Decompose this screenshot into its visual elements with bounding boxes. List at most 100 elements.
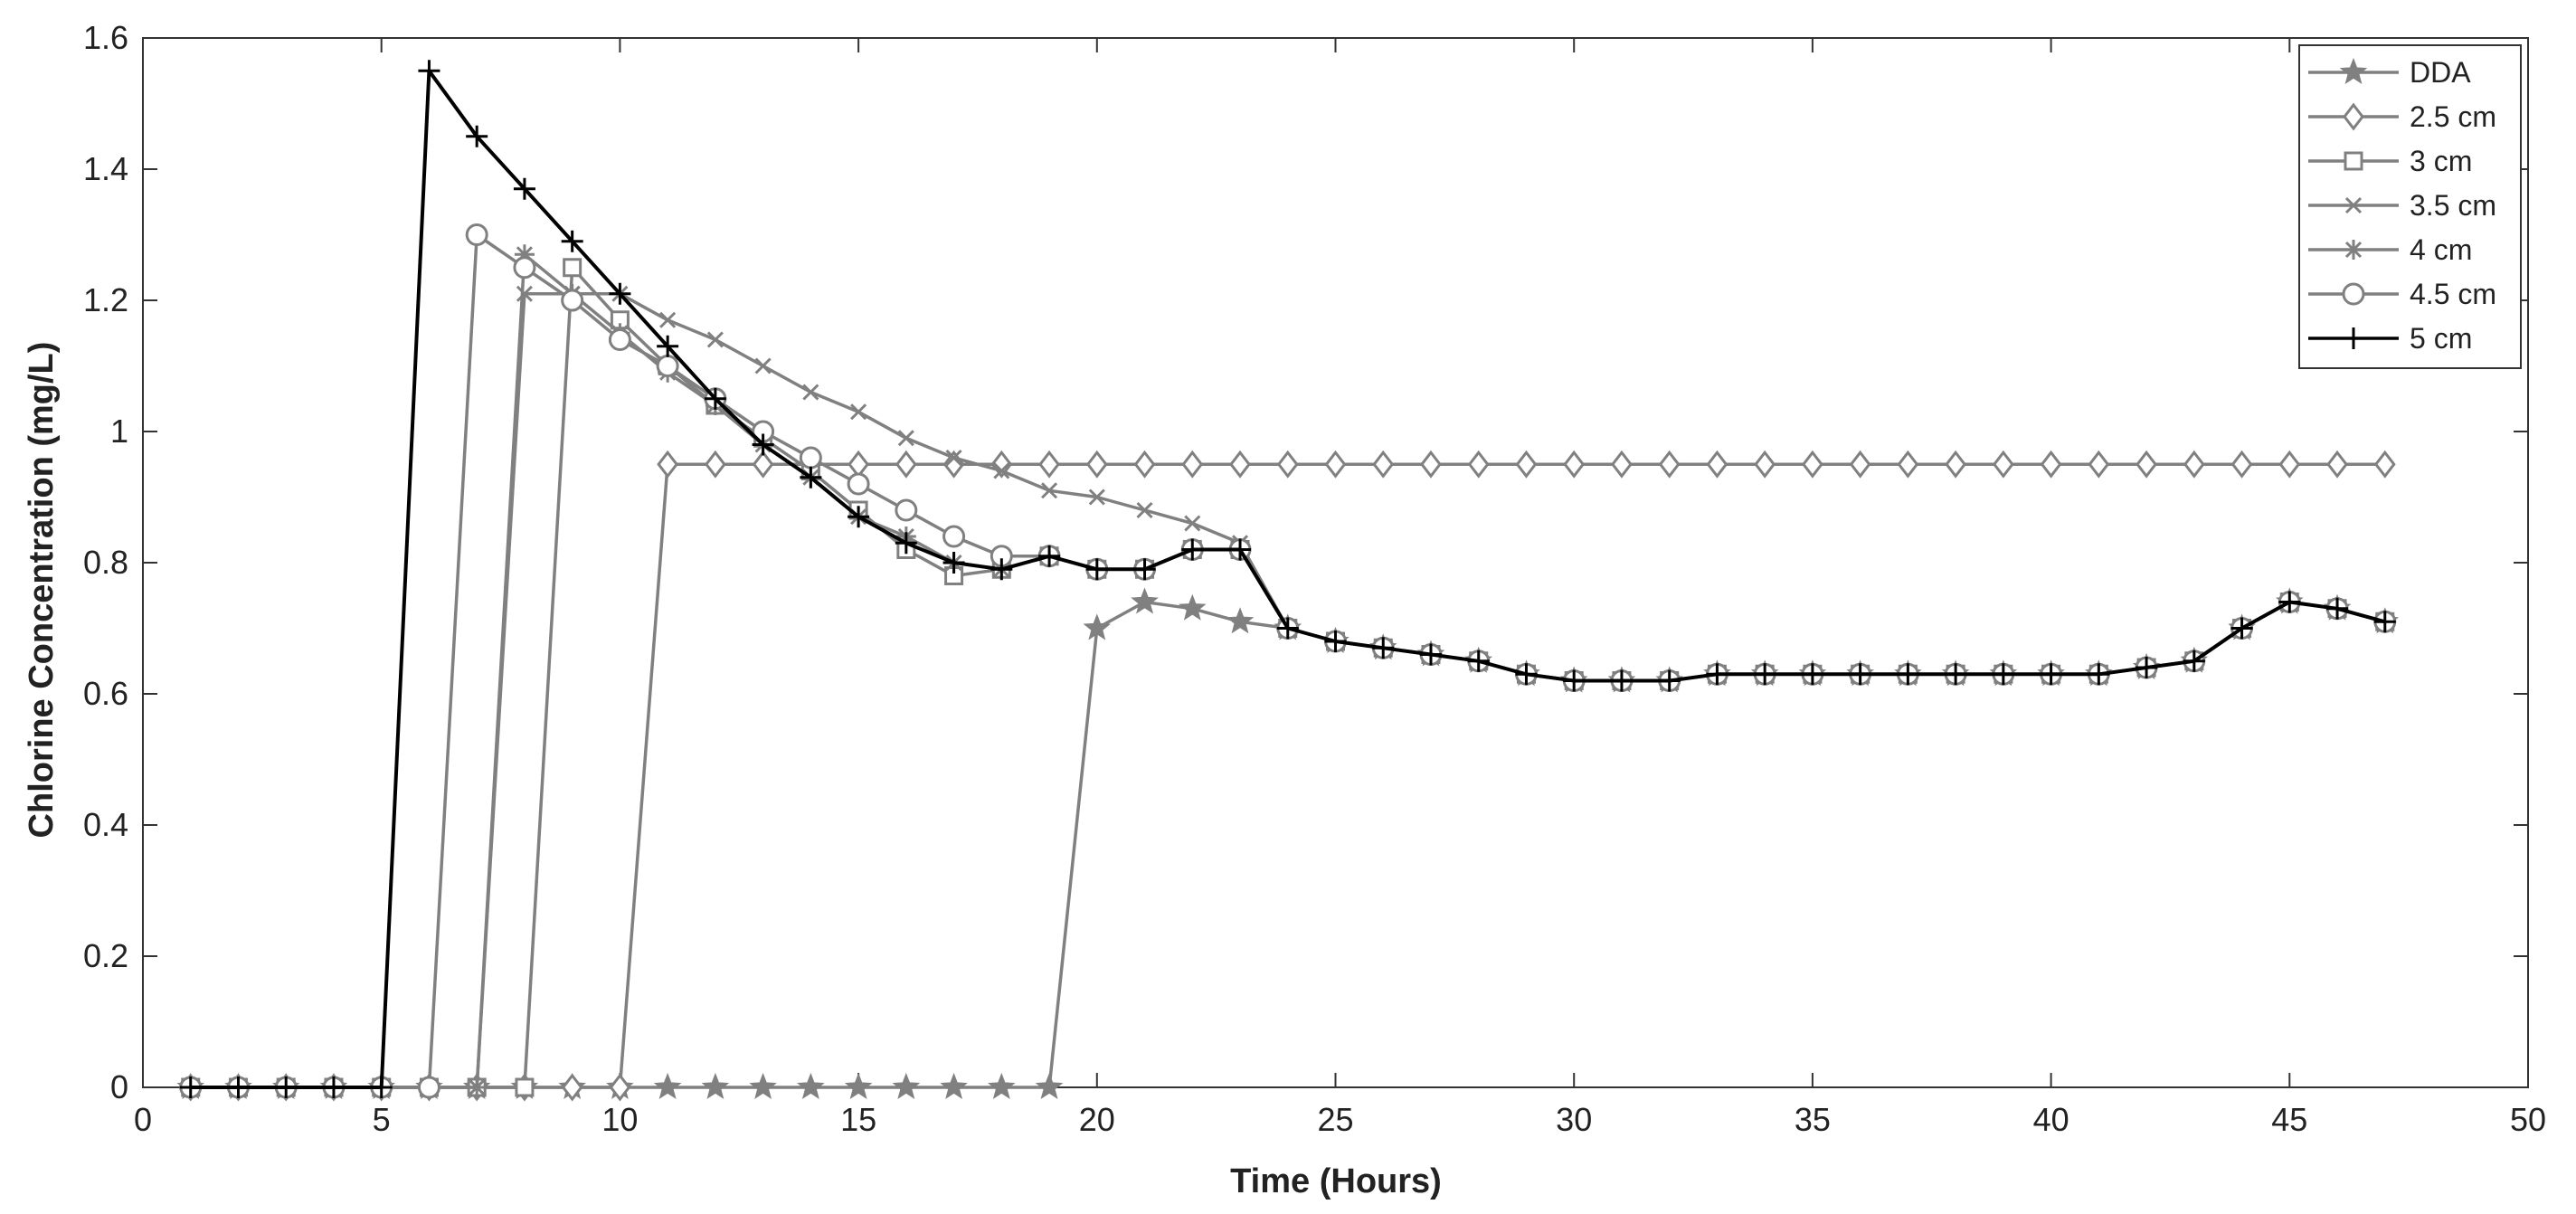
y-tick-label: 0.8 — [83, 544, 128, 581]
data-point — [515, 1077, 535, 1097]
legend-marker — [2339, 57, 2368, 84]
data-point — [1276, 450, 1299, 479]
x-tick-label: 15 — [840, 1101, 876, 1138]
legend-marker — [2342, 282, 2365, 306]
data-point — [1563, 669, 1586, 692]
data-point — [2136, 657, 2158, 678]
y-tick-label: 1.6 — [83, 19, 128, 56]
data-point — [1945, 663, 1967, 686]
data-point — [1467, 450, 1490, 479]
data-point — [561, 230, 583, 252]
data-point — [848, 506, 870, 528]
y-tick-label: 0.4 — [83, 806, 128, 843]
data-point — [752, 450, 774, 479]
data-point — [467, 1077, 488, 1097]
data-point — [2230, 450, 2253, 479]
legend-marker — [2344, 151, 2363, 171]
data-point — [1179, 593, 1207, 621]
data-point — [1754, 450, 1776, 479]
legend-label: DDA — [2410, 56, 2471, 89]
legend-item: 4 cm — [2308, 233, 2472, 266]
x-tick-label: 40 — [2033, 1101, 2069, 1138]
data-point — [1040, 482, 1058, 499]
data-point — [892, 1072, 921, 1099]
legend-marker — [2343, 327, 2364, 349]
data-point — [895, 498, 918, 522]
y-axis-label: Chlorine Concentration (mg/L) — [23, 342, 61, 839]
legend-item: 3.5 cm — [2308, 189, 2496, 222]
data-point — [2373, 450, 2396, 479]
legend-marker — [2344, 196, 2363, 214]
data-point — [988, 1072, 1016, 1099]
data-point — [1184, 515, 1201, 532]
data-point — [1229, 450, 1251, 479]
data-point — [1136, 501, 1153, 519]
data-point — [561, 1073, 583, 1102]
data-point — [1131, 587, 1159, 614]
data-point — [1992, 663, 2014, 686]
data-point — [1229, 538, 1252, 561]
data-point — [513, 256, 536, 280]
data-point — [847, 472, 870, 496]
legend-item: DDA — [2308, 56, 2471, 89]
data-point — [799, 446, 822, 469]
data-point — [701, 1072, 730, 1099]
data-point — [1133, 558, 1156, 581]
data-point — [608, 328, 631, 351]
data-point — [2278, 591, 2301, 613]
data-point — [1515, 663, 1538, 686]
x-tick-label: 5 — [373, 1101, 391, 1138]
data-point — [227, 1076, 250, 1098]
y-tick-label: 0 — [110, 1068, 128, 1105]
data-point — [1945, 450, 1967, 479]
data-point — [465, 223, 488, 246]
legend-marker — [2343, 102, 2364, 131]
data-point — [1324, 631, 1347, 652]
data-point — [657, 335, 679, 357]
data-point — [993, 462, 1010, 479]
data-point — [609, 282, 631, 305]
legend-item: 5 cm — [2308, 322, 2472, 355]
x-axis-label: Time (Hours) — [1230, 1162, 1442, 1200]
data-point — [940, 1072, 968, 1099]
data-point — [942, 525, 966, 548]
data-point — [1181, 538, 1204, 561]
data-point — [1563, 450, 1586, 479]
data-point — [2040, 450, 2062, 479]
data-point — [1088, 488, 1105, 506]
data-point — [1658, 450, 1681, 479]
series-layer — [176, 60, 2400, 1102]
data-point — [706, 331, 724, 348]
x-tick-label: 50 — [2510, 1101, 2546, 1138]
data-point — [1419, 643, 1442, 666]
series-5-cm — [179, 60, 2396, 1098]
data-point — [417, 1076, 440, 1099]
data-point — [516, 285, 533, 302]
data-point — [1706, 663, 1728, 686]
data-point — [990, 558, 1013, 581]
data-point — [322, 1076, 345, 1098]
legend-label: 3.5 cm — [2410, 189, 2496, 222]
data-point — [2278, 450, 2301, 479]
data-point — [1849, 663, 1871, 686]
data-point — [1085, 558, 1108, 581]
data-point — [1802, 450, 1823, 479]
data-point — [754, 357, 772, 375]
data-point — [1515, 450, 1538, 479]
data-point — [2326, 450, 2348, 479]
data-point — [704, 450, 726, 479]
data-point — [2183, 650, 2205, 672]
data-point — [844, 1072, 873, 1099]
data-point — [749, 1072, 777, 1099]
y-tick-label: 0.2 — [83, 937, 128, 974]
data-point — [609, 1073, 631, 1102]
data-point — [1372, 450, 1395, 479]
data-point — [275, 1076, 298, 1098]
data-point — [942, 552, 965, 574]
x-tick-label: 30 — [1556, 1101, 1592, 1138]
legend-label: 2.5 cm — [2410, 100, 2496, 133]
data-point — [1276, 617, 1299, 640]
data-point — [513, 177, 535, 200]
